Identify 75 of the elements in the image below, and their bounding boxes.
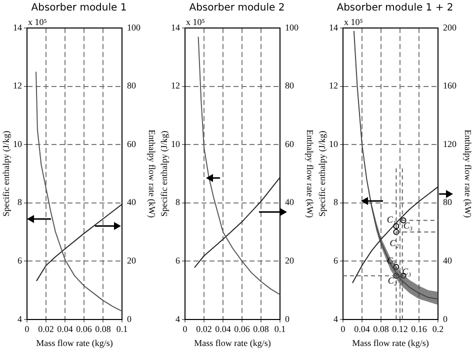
- y-tick-label: 8: [176, 197, 180, 208]
- y-tick-label: 6: [18, 255, 22, 266]
- annotation: C₂: [390, 238, 399, 248]
- y2-tick-label: 20: [127, 255, 136, 266]
- y2-axis-title: Enthalpy flow rate (kW): [305, 130, 316, 218]
- y2-tick-label: 0: [443, 314, 448, 324]
- y2-tick-label: 0: [127, 314, 132, 324]
- y-tick-label: 14: [13, 22, 22, 32]
- text: x 10⁵: [186, 16, 205, 27]
- y-axis-title: Specific enthalpy (J/kg): [0, 130, 11, 217]
- x-tick-label: 0: [24, 324, 30, 334]
- x-axis-title: Mass flow rate (kg/s): [194, 338, 271, 348]
- y2-tick-label: 200: [443, 22, 457, 32]
- y2-tick-label: 60: [285, 138, 294, 149]
- x-tick-label: 0: [182, 324, 188, 334]
- y2-tick-label: 20: [285, 255, 294, 266]
- y-tick-label: 10: [329, 138, 338, 149]
- y2-tick-label: 0: [285, 314, 290, 324]
- x-tick-label: 0.08: [95, 324, 112, 334]
- y2-tick-label: 80: [127, 80, 136, 91]
- y2-tick-label: 100: [285, 22, 299, 32]
- y2-tick-label: 80: [443, 197, 452, 208]
- y-tick-label: 6: [334, 255, 338, 266]
- x-tick-label: 0.02: [38, 324, 54, 334]
- y-tick-label: 12: [329, 80, 338, 91]
- y2-tick-label: 60: [127, 138, 136, 149]
- y2-tick-label: 120: [443, 138, 457, 149]
- x-tick-label: 0.06: [234, 324, 250, 334]
- y-tick-label: 4: [18, 314, 22, 324]
- y-tick-label: 4: [176, 314, 180, 324]
- x-axis-title: Mass flow rate (kg/s): [36, 338, 113, 348]
- y-tick-label: 10: [171, 138, 180, 149]
- annotation: C₂: [388, 275, 397, 286]
- y-tick-label: 8: [18, 197, 22, 208]
- y2-tick-label: 40: [443, 255, 452, 266]
- y-axis-title: Specific enthalpy (J/kg): [158, 130, 169, 217]
- x-tick-label: 0.1: [116, 324, 128, 334]
- x-tick-label: 0.04: [57, 324, 74, 334]
- annotation: C₁: [386, 214, 396, 225]
- y2-axis-title: Enthalpy flow rate (kW): [463, 130, 474, 218]
- x-tick-label: 0.04: [215, 324, 232, 334]
- x-tick-label: 0.1: [274, 324, 286, 334]
- x-tick-label: 0.08: [253, 324, 270, 334]
- y2-tick-label: 40: [127, 197, 136, 208]
- y-axis-title: Specific enthalpy (J/kg): [316, 130, 327, 217]
- x-tick-label: 0.08: [373, 324, 390, 334]
- y-tick-label: 10: [13, 138, 22, 149]
- text: x 10⁵: [28, 16, 47, 27]
- y2-tick-label: 160: [443, 80, 457, 91]
- chart-title: Absorber module 1: [31, 2, 127, 14]
- y2-tick-label: 80: [285, 80, 294, 91]
- x-tick-label: 0.2: [432, 324, 444, 334]
- y-tick-label: 14: [171, 22, 180, 32]
- chart-title: Absorber module 2: [189, 2, 285, 14]
- x-tick-label: 0.04: [354, 324, 370, 334]
- y-tick-label: 14: [329, 22, 338, 32]
- y-tick-label: 8: [334, 197, 338, 208]
- y2-tick-label: 100: [127, 22, 141, 32]
- text: x 10⁵: [344, 16, 363, 27]
- y-tick-label: 12: [171, 80, 180, 91]
- annotation: C₃: [404, 220, 413, 231]
- annotation: C₃: [402, 266, 412, 277]
- y2-axis-title: Enthalpy flow rate (kW): [147, 130, 158, 218]
- x-tick-label: 0.02: [196, 324, 212, 334]
- x-tick-label: 0.16: [411, 324, 428, 334]
- x-tick-label: 0: [340, 324, 346, 334]
- y-tick-label: 12: [13, 80, 22, 91]
- annotation: C₁: [386, 255, 396, 266]
- x-tick-label: 0.12: [392, 324, 408, 334]
- x-axis-title: Mass flow rate (kg/s): [352, 338, 429, 348]
- y-tick-label: 4: [334, 314, 338, 324]
- y2-tick-label: 40: [285, 197, 294, 208]
- chart-title: Absorber module 1 + 2: [336, 2, 454, 14]
- y-tick-label: 6: [176, 255, 180, 266]
- x-tick-label: 0.06: [76, 324, 92, 334]
